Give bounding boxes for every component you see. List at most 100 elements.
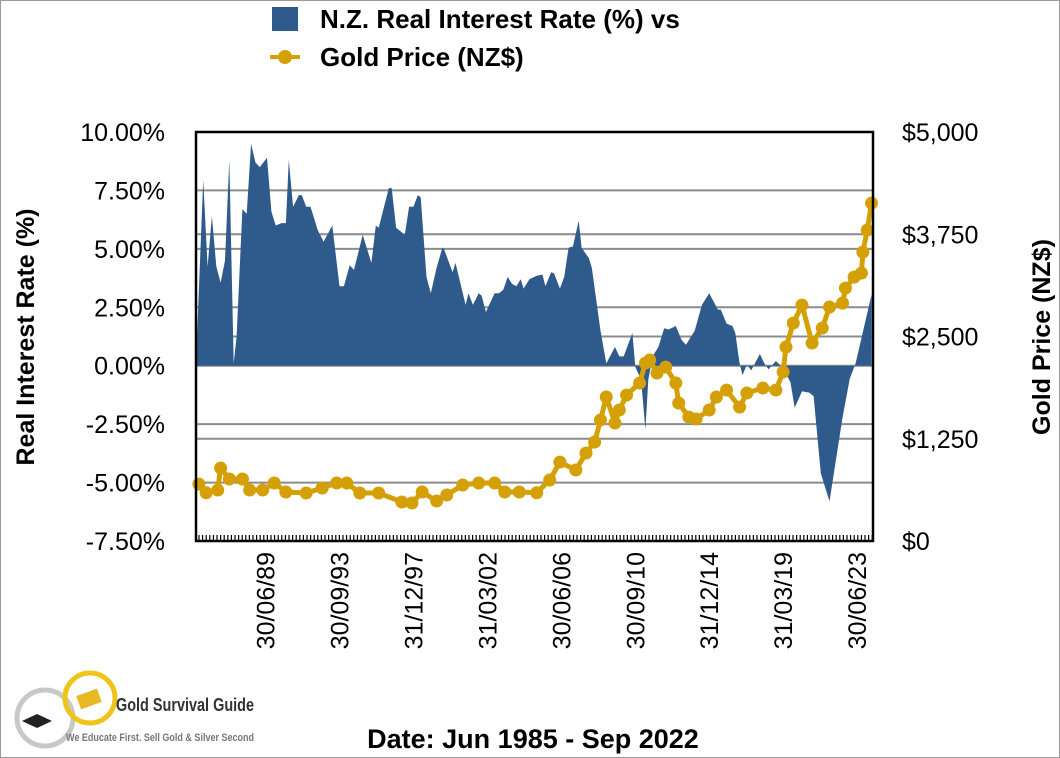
gold-price-point bbox=[599, 390, 613, 404]
gold-price-point bbox=[353, 486, 367, 500]
gold-price-point bbox=[330, 476, 344, 490]
x-tick-label: 31/03/19 bbox=[770, 552, 798, 649]
logo-tagline: We Educate First. Sell Gold & Silver Sec… bbox=[66, 732, 254, 744]
real-interest-rate-area-shape bbox=[196, 143, 872, 502]
gold-price-point bbox=[740, 386, 754, 400]
gold-price-point bbox=[633, 376, 647, 390]
gold-bar-icon bbox=[76, 688, 102, 710]
x-tick-label: 30/06/06 bbox=[548, 552, 576, 649]
y-axis-right-title: Gold Price (NZ$) bbox=[1028, 239, 1056, 435]
gold-price-point bbox=[222, 472, 236, 486]
gold-price-point bbox=[620, 388, 634, 402]
y-left-tick-label: 0.00% bbox=[94, 353, 165, 381]
gold-price-point bbox=[608, 416, 622, 430]
x-tick-label: 31/03/02 bbox=[474, 552, 502, 649]
y-axis-left-title: Real Interest Rate (%) bbox=[12, 208, 40, 465]
x-tick-label: 30/06/23 bbox=[844, 552, 872, 649]
gold-price-point bbox=[430, 494, 444, 508]
graduation-cap-icon bbox=[22, 714, 52, 728]
y-left-tick-label: 10.00% bbox=[80, 119, 165, 147]
gold-price-point bbox=[512, 485, 526, 499]
gold-price-point bbox=[235, 472, 249, 486]
gold-price-point bbox=[776, 365, 790, 379]
gold-price-point bbox=[530, 486, 544, 500]
gold-price-point bbox=[372, 486, 386, 500]
y-left-tick-label: 2.50% bbox=[94, 294, 165, 322]
gold-price-point bbox=[733, 400, 747, 414]
y-right-tick-label: $0 bbox=[902, 528, 930, 556]
y-right-tick-label: $1,250 bbox=[902, 426, 978, 454]
logo-name: Gold Survival Guide bbox=[116, 695, 254, 715]
gold-price-point bbox=[569, 463, 583, 477]
chart-title-line2: Gold Price (NZ$) bbox=[320, 42, 524, 72]
gold-price-point bbox=[415, 485, 429, 499]
gold-price-point bbox=[815, 321, 829, 335]
gold-price-point bbox=[769, 383, 783, 397]
gold-price-point bbox=[805, 336, 819, 350]
gold-price-line bbox=[192, 196, 879, 510]
x-tick-label: 31/12/97 bbox=[400, 552, 428, 649]
gold-price-point bbox=[659, 360, 673, 374]
gold-price-point bbox=[865, 196, 879, 210]
gold-price-point bbox=[643, 353, 657, 367]
y-right-tick-label: $2,500 bbox=[902, 324, 978, 352]
chart-title-line1: N.Z. Real Interest Rate (%) vs bbox=[320, 4, 680, 34]
gold-price-point bbox=[214, 461, 228, 475]
gold-price-point bbox=[854, 266, 868, 280]
y-left-tick-label: -5.00% bbox=[86, 470, 165, 498]
real-interest-rate-area bbox=[196, 143, 872, 502]
axes: 10.00% 7.50% 5.00% 2.50% 0.00% -2.50% -5.00% -7… bbox=[80, 119, 978, 649]
gold-price-point bbox=[243, 483, 257, 497]
gold-price-point bbox=[709, 390, 723, 404]
gold-price-point bbox=[498, 485, 512, 499]
x-tick-label: 30/06/89 bbox=[253, 552, 281, 649]
gold-price-point bbox=[256, 483, 270, 497]
gold-price-point bbox=[836, 296, 850, 310]
gold-price-point bbox=[823, 300, 837, 314]
gold-price-point bbox=[405, 496, 419, 510]
y-left-tick-label: -2.50% bbox=[86, 411, 165, 439]
gold-price-point bbox=[315, 481, 329, 495]
gold-price-point bbox=[720, 383, 734, 397]
x-tick-label: 31/12/14 bbox=[696, 552, 724, 649]
gold-price-point bbox=[856, 245, 870, 259]
x-tick-label: 30/09/10 bbox=[622, 552, 650, 649]
gold-price-point bbox=[838, 281, 852, 295]
gold-price-point bbox=[395, 495, 409, 509]
legend-swatch-gold-marker bbox=[278, 50, 292, 64]
gold-price-point bbox=[279, 485, 293, 499]
gold-price-point bbox=[472, 476, 486, 490]
gold-price-point bbox=[553, 455, 567, 469]
gold-survival-guide-logo: Gold Survival Guide We Educate First. Se… bbox=[14, 670, 254, 749]
gold-price-point bbox=[299, 486, 313, 500]
gold-price-point bbox=[199, 486, 213, 500]
y-left-tick-label: 5.00% bbox=[94, 236, 165, 264]
gold-price-point bbox=[543, 473, 557, 487]
legend-swatch-real-interest-rate bbox=[272, 7, 298, 31]
gold-price-point bbox=[211, 483, 225, 497]
y-right-tick-label: $3,750 bbox=[902, 221, 978, 249]
gold-price-point bbox=[860, 223, 874, 237]
gold-price-point bbox=[440, 488, 454, 502]
gold-price-point bbox=[340, 476, 354, 490]
gold-price-point bbox=[795, 298, 809, 312]
gold-price-point bbox=[786, 316, 800, 330]
gold-price-point bbox=[267, 476, 281, 490]
x-axis-title: Date: Jun 1985 - Sep 2022 bbox=[367, 724, 699, 754]
gold-price-point bbox=[702, 403, 716, 417]
gold-price-point bbox=[456, 478, 470, 492]
legend: N.Z. Real Interest Rate (%) vs Gold Pric… bbox=[270, 4, 680, 72]
gold-price-point bbox=[669, 376, 683, 390]
gold-price-point bbox=[612, 403, 626, 417]
gold-price-point bbox=[579, 446, 593, 460]
gold-price-point bbox=[593, 413, 607, 427]
gold-price-point bbox=[756, 381, 770, 395]
gold-price-point bbox=[588, 435, 602, 449]
y-right-tick-label: $5,000 bbox=[902, 119, 978, 147]
gold-price-point bbox=[672, 396, 686, 410]
y-left-tick-label: 7.50% bbox=[94, 177, 165, 205]
gold-price-point bbox=[689, 412, 703, 426]
y-left-tick-label: -7.50% bbox=[86, 528, 165, 556]
gold-price-point bbox=[779, 340, 793, 354]
